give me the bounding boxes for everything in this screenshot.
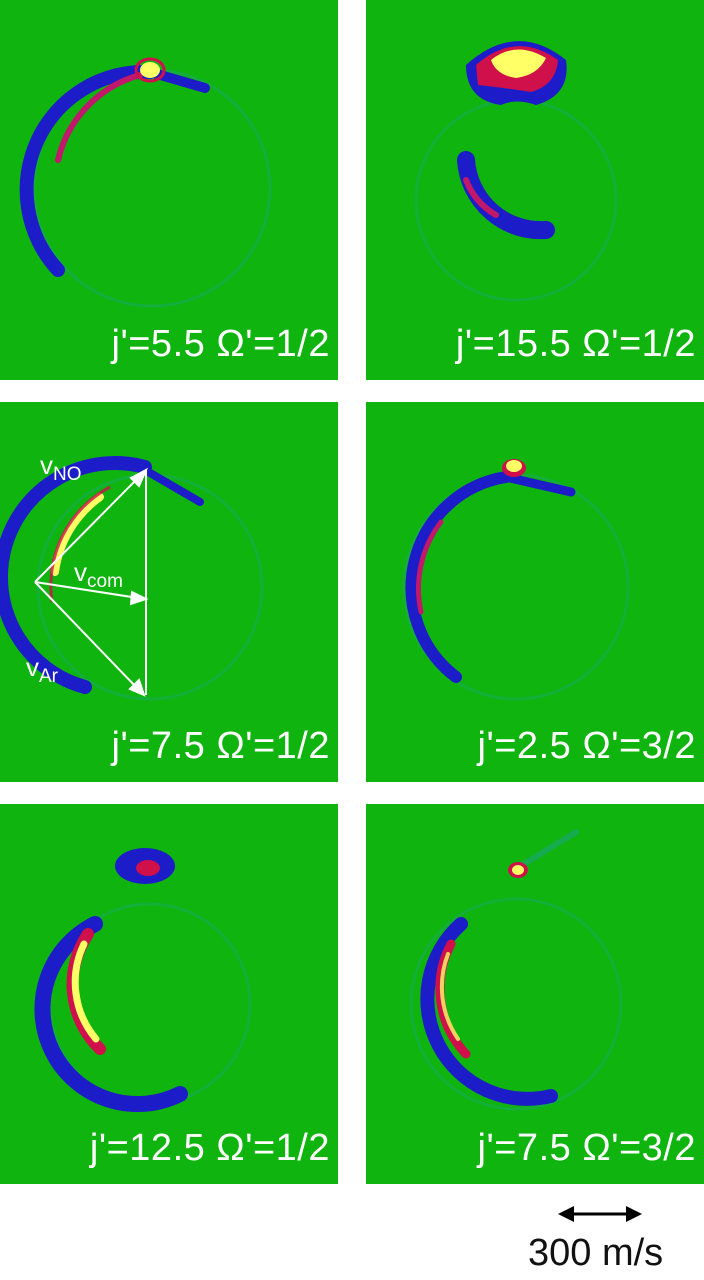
image-panel-6: j'=7.5 Ω'=3/2: [366, 804, 704, 1184]
panel-caption: j'=7.5 Ω'=3/2: [477, 1127, 696, 1169]
image-panel-1: j'=5.5 Ω'=1/2: [0, 0, 338, 380]
panel-caption: j'=12.5 Ω'=1/2: [89, 1127, 330, 1169]
scattering-image-2: [414, 41, 618, 302]
vector-label-no: vNO: [40, 450, 82, 485]
image-panel-4: j'=2.5 Ω'=3/2: [366, 402, 704, 782]
image-panel-5: j'=12.5 Ω'=1/2: [0, 804, 338, 1184]
scale-bar-label: 300 m/s: [528, 1232, 664, 1274]
image-panel-2: j'=15.5 Ω'=1/2: [366, 0, 704, 380]
panel-caption: j'=7.5 Ω'=1/2: [111, 725, 330, 767]
scale-bar: 300 m/s: [528, 1196, 688, 1280]
panel-caption: j'=5.5 Ω'=1/2: [111, 323, 330, 365]
scattering-image-4: [402, 459, 630, 701]
scattering-image-5: [34, 848, 252, 1112]
double-arrow-icon: [558, 1206, 642, 1222]
image-panel-3: vNO vcom vAr j'=7.5 Ω'=1/2: [0, 402, 338, 782]
panel-caption: j'=15.5 Ω'=1/2: [455, 323, 696, 365]
panel-caption: j'=2.5 Ω'=3/2: [477, 725, 696, 767]
scattering-image-6: [409, 829, 623, 1111]
scattering-image-3: [0, 456, 264, 701]
vector-label-com: vcom: [74, 557, 123, 592]
vector-label-ar: vAr: [26, 652, 58, 687]
scattering-image-1: [19, 57, 272, 308]
velocity-vector-diagram: [34, 467, 149, 697]
